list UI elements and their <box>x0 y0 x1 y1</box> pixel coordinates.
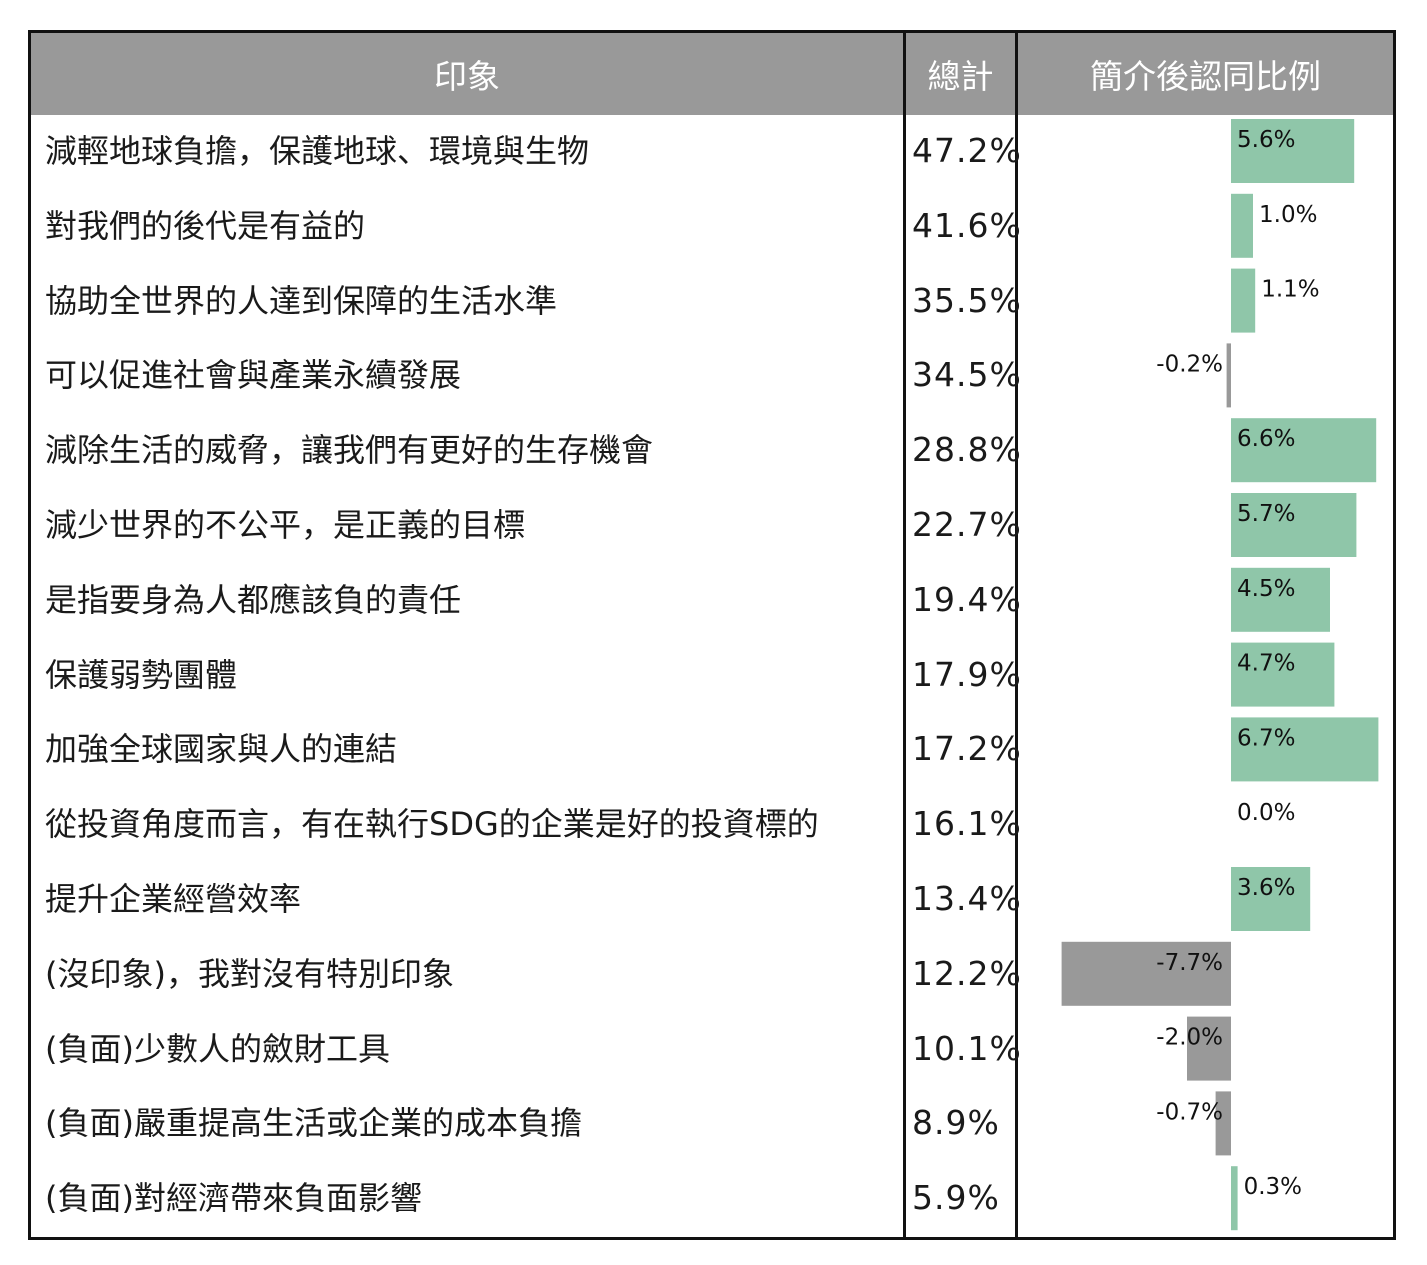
row-label: (沒印象)，我對沒有特別印象 <box>45 954 454 993</box>
change-value-label: -0.2% <box>1156 351 1223 377</box>
change-bar <box>1187 1016 1231 1081</box>
header-impression: 印象 <box>31 33 903 115</box>
row-label: 減輕地球負擔，保護地球、環境與生物 <box>45 132 590 170</box>
change-value-label: 0.0% <box>1237 800 1295 826</box>
change-value-label: 1.0% <box>1259 202 1317 228</box>
change-bar <box>1231 717 1379 782</box>
row-total: 28.8% <box>912 430 1022 470</box>
row-total: 12.2% <box>912 953 1022 993</box>
change-value-label: -7.7% <box>1156 950 1223 976</box>
row-total: 16.1% <box>912 804 1022 844</box>
change-bar <box>1231 493 1357 557</box>
row-label: 從投資角度而言，有在執行SDG的企業是好的投資標的 <box>45 805 819 844</box>
change-bar <box>1215 1091 1231 1156</box>
row-label: 是指要身為人都應該負的責任 <box>45 580 462 619</box>
row-label: 減少世界的不公平，是正義的目標 <box>45 506 526 544</box>
change-value-label: -0.7% <box>1156 1099 1223 1125</box>
row-label: 對我們的後代是有益的 <box>45 206 366 245</box>
row-total: 47.2% <box>912 131 1022 170</box>
row-total: 35.5% <box>912 280 1022 320</box>
row-total: 41.6% <box>912 205 1022 245</box>
change-value-label: -2.0% <box>1156 1025 1223 1051</box>
row-label: 保護弱勢團體 <box>45 655 238 694</box>
row-label: 協助全世界的人達到保障的生活水準 <box>45 281 558 320</box>
change-bar <box>1231 1166 1238 1231</box>
row-label: 加強全球國家與人的連結 <box>45 730 398 769</box>
row-label: 減除生活的威脅，讓我們有更好的生存機會 <box>45 431 654 470</box>
impression-table: 印象 總計 簡介後認同比例 減輕地球負擔，保護地球、環境與生物 47.2% 對我們的… <box>28 30 1396 1240</box>
row-total: 17.9% <box>912 654 1022 694</box>
row-total: 34.5% <box>912 355 1022 395</box>
change-value-label: 0.3% <box>1244 1174 1302 1200</box>
row-label: (負面)對經濟帶來負面影響 <box>45 1179 422 1218</box>
change-value-label: 4.5% <box>1237 576 1295 602</box>
header-change-ratio: 簡介後認同比例 <box>1018 33 1393 115</box>
change-bar <box>1231 418 1377 483</box>
row-total: 13.4% <box>912 879 1022 918</box>
change-value-label: 5.7% <box>1237 501 1295 527</box>
row-total: 17.2% <box>912 729 1022 769</box>
row-label: 可以促進社會與產業永續發展 <box>45 356 462 395</box>
change-bar-chart: 5.6% 1.0% 1.1% -0.2% 6.6% 5.7% 4.5% 4.7% 6.7% 0.0… <box>1061 119 1379 1231</box>
change-bar <box>1061 941 1231 1006</box>
change-value-label: 6.6% <box>1237 426 1295 452</box>
column-divider <box>1015 33 1018 1240</box>
header-total: 總計 <box>906 33 1015 115</box>
column-divider <box>903 33 906 1240</box>
row-total: 5.9% <box>912 1178 1000 1218</box>
change-bar <box>1231 268 1256 333</box>
change-bar <box>1231 119 1355 183</box>
row-total: 10.1% <box>912 1028 1022 1068</box>
change-bar <box>1226 343 1231 408</box>
change-bar <box>1231 867 1311 931</box>
row-total: 19.4% <box>912 579 1022 619</box>
change-bar <box>1231 193 1253 258</box>
row-label: (負面)少數人的斂財工具 <box>45 1029 390 1068</box>
change-value-label: 3.6% <box>1237 875 1295 901</box>
change-bar <box>1231 642 1335 707</box>
change-value-label: 6.7% <box>1237 725 1295 751</box>
row-label: 提升企業經營效率 <box>45 880 302 918</box>
change-bar <box>1231 567 1330 632</box>
change-value-label: 1.1% <box>1261 277 1319 303</box>
change-value-label: 5.6% <box>1237 127 1295 153</box>
row-label: (負面)嚴重提高生活或企業的成本負擔 <box>45 1104 582 1143</box>
change-value-label: 4.7% <box>1237 651 1295 677</box>
row-total: 8.9% <box>912 1103 1000 1143</box>
row-total: 22.7% <box>912 505 1022 544</box>
